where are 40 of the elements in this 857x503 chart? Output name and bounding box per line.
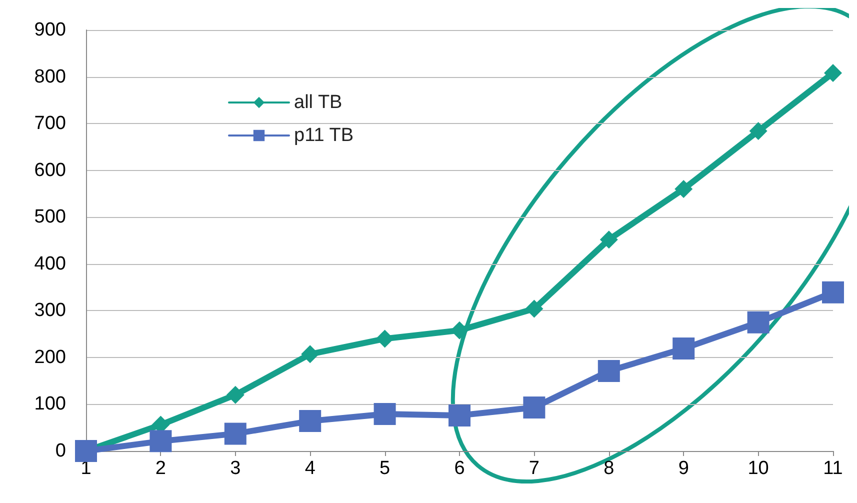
x-tick-label: 10 (748, 458, 769, 479)
point (525, 300, 544, 318)
legend-label: all TB (294, 92, 342, 113)
x-tick-label: 4 (304, 458, 316, 479)
point (448, 404, 470, 426)
y-tick-label: 200 (34, 346, 66, 368)
y-tick-label: 300 (34, 300, 66, 322)
point (224, 422, 246, 445)
point (824, 64, 842, 82)
point (299, 410, 322, 432)
point (822, 281, 844, 304)
point (749, 122, 768, 140)
x-tick-label: 5 (380, 458, 390, 479)
x-tick-label: 2 (155, 458, 166, 479)
y-tick-label: 600 (34, 160, 66, 181)
y-tick-label: 900 (34, 20, 66, 40)
point (374, 403, 396, 426)
point (672, 338, 695, 360)
point (226, 386, 244, 404)
y-tick-label: 500 (34, 206, 66, 228)
y-tick-label: 700 (34, 113, 66, 134)
point (150, 430, 172, 452)
point (747, 311, 770, 334)
x-tick-label: 11 (823, 458, 843, 479)
point (674, 180, 693, 198)
x-tick-label: 9 (678, 458, 689, 479)
x-tick-label: 6 (454, 458, 465, 479)
y-tick-label: 100 (34, 394, 66, 415)
y-tick-label: 800 (34, 66, 66, 88)
x-tick-label: 7 (528, 458, 540, 479)
x-tick-label: 8 (604, 458, 614, 479)
legend-label: p11 TB (294, 125, 354, 146)
point (523, 396, 546, 418)
x-tick-label: 3 (230, 458, 241, 479)
point (600, 230, 618, 249)
point (598, 360, 620, 382)
y-tick-label: 0 (55, 440, 66, 462)
y-tick-label: 400 (34, 253, 66, 274)
point (301, 345, 320, 364)
point (450, 321, 468, 340)
